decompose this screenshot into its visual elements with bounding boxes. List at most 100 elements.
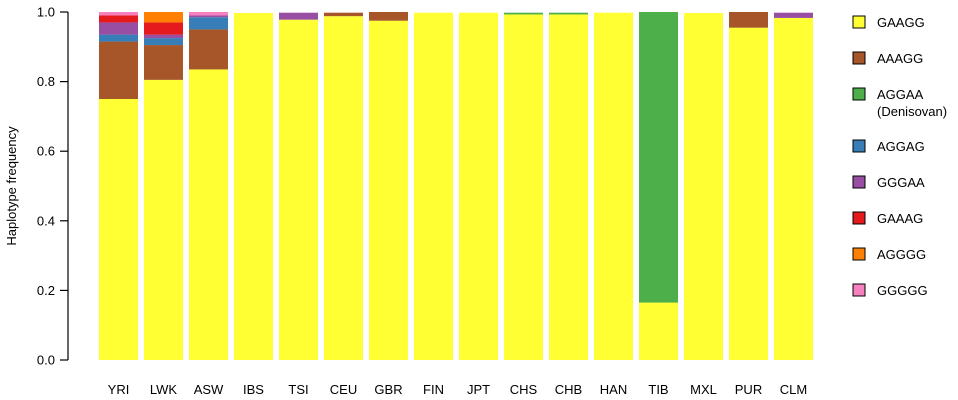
legend-swatch [852,51,866,65]
legend-swatch [852,175,866,189]
bar-segment-gaagg [504,14,543,360]
x-tick-label: GBR [374,382,402,397]
bar-segment-gaagg [729,27,768,360]
bar-group-fin [414,12,453,360]
bar-segment-aaagg [99,41,138,99]
x-tick-label: CLM [780,382,807,397]
legend-item: AGGAG [852,139,925,154]
legend-label: (Denisovan) [877,104,947,119]
bar-segment-gaaag [144,22,183,35]
bar-segment-agggg [144,12,183,23]
x-tick-label: PUR [735,382,762,397]
bar-group-clm [774,12,813,360]
bar-group-ibs [234,13,273,360]
bar-segment-ggggg [99,12,138,16]
bar-segment-aggag [99,34,138,42]
legend-item: GAAGG [852,15,925,30]
bar-group-pur [729,12,768,360]
bar-segment-gaagg [234,13,273,360]
bar-group-tib [639,12,678,360]
y-tick-label: 1.0 [37,5,55,20]
bar-segment-gggaa [99,22,138,35]
bar-segment-aaagg [324,12,363,17]
y-axis-title: Haplotype frequency [4,126,19,246]
bar-segment-gggaa [144,34,183,39]
x-tick-label: HAN [600,382,627,397]
bar-group-tsi [279,12,318,360]
bar-segment-gaagg [369,20,408,360]
bar-segment-aggag [189,17,228,30]
bar-segment-gaagg [459,12,498,360]
bars [99,12,813,361]
bar-group-asw [189,12,228,361]
y-tick-label: 0.4 [37,213,55,228]
x-tick-label: CHS [510,382,538,397]
x-axis-labels: YRI LWK ASW IBS TSI CEU GBR FIN JPT CHS CHB HAN TIB M… [108,382,808,397]
bar-segment-gaagg [189,69,228,361]
legend-swatch [852,283,866,297]
legend-item: GAAAG [852,211,923,226]
x-tick-label: LWK [150,382,178,397]
bar-segment-aggaa [549,12,588,15]
bar-group-gbr [369,12,408,360]
x-tick-label: CHB [555,382,582,397]
legend-label: GGGAA [877,175,925,190]
legend-swatch [852,87,866,101]
legend-label: GAAGG [877,15,925,30]
y-tick-label: 0.0 [37,353,55,368]
bar-segment-gaagg [99,99,138,360]
bar-segment-aaagg [189,29,228,70]
bar-segment-aaagg [144,45,183,80]
bar-segment-gaagg [639,302,678,360]
bar-group-ceu [324,12,363,361]
bar-segment-gggaa [279,12,318,20]
legend-item: AGGGG [852,247,926,262]
x-tick-label: MXL [690,382,717,397]
bar-group-mxl [684,13,723,360]
legend-label: AGGGG [877,247,926,262]
bar-segment-gaagg [324,16,363,361]
bar-segment-gaagg [684,13,723,360]
bar-segment-gaaag [99,15,138,23]
x-tick-label: JPT [467,382,490,397]
bar-segment-gaagg [594,12,633,360]
x-tick-label: TSI [288,382,308,397]
bar-group-yri [99,12,138,360]
legend-label: AGGAG [877,139,925,154]
bar-segment-gaagg [774,17,813,360]
bar-group-chs [504,12,543,360]
bar-segment-aggaa [639,12,678,303]
legend-swatch [852,247,866,261]
legend: GAAGG AAAGG AGGAA (Denisovan) AGGAG GGGAA GAAA… [852,15,947,298]
bar-segment-ggggg [189,12,228,16]
bar-segment-aaagg [729,12,768,28]
bar-segment-gaagg [279,19,318,360]
y-tick-label: 0.2 [37,283,55,298]
legend-label: GAAAG [877,211,923,226]
x-tick-label: ASW [194,382,224,397]
x-tick-label: IBS [243,382,264,397]
bar-segment-aaagg [369,12,408,21]
y-tick-label: 0.6 [37,144,55,159]
y-tick-label: 0.8 [37,74,55,89]
legend-swatch [852,15,866,29]
bar-group-jpt [459,12,498,360]
bar-segment-gaagg [144,79,183,361]
legend-item: AAAGG [852,51,923,66]
x-tick-label: YRI [108,382,130,397]
bar-group-lwk [144,12,183,361]
bar-segment-aggaa [504,12,543,15]
legend-label: AAAGG [877,51,923,66]
legend-label: GGGGG [877,283,928,298]
legend-item: AGGAA (Denisovan) [852,87,947,119]
bar-segment-gaagg [549,14,588,360]
legend-label: AGGAA [877,87,924,102]
legend-item: GGGAA [852,175,925,190]
y-axis: 0.0 0.2 0.4 0.6 0.8 1.0 [37,5,69,368]
bar-group-han [594,12,633,360]
x-tick-label: CEU [330,382,357,397]
bar-segment-gaagg [414,12,453,360]
legend-item: GGGGG [852,283,928,298]
bar-segment-gggaa [774,12,813,18]
